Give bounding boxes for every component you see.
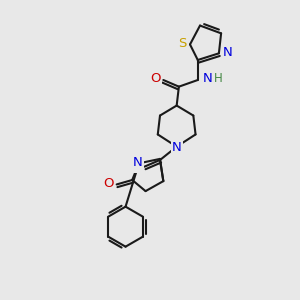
Text: N: N: [223, 46, 233, 59]
Text: H: H: [213, 72, 222, 86]
Text: S: S: [178, 37, 186, 50]
Text: N: N: [203, 72, 213, 86]
Text: N: N: [172, 141, 182, 154]
Text: O: O: [131, 159, 142, 172]
Text: N: N: [133, 156, 143, 169]
Text: O: O: [103, 177, 114, 190]
Text: O: O: [150, 72, 161, 86]
